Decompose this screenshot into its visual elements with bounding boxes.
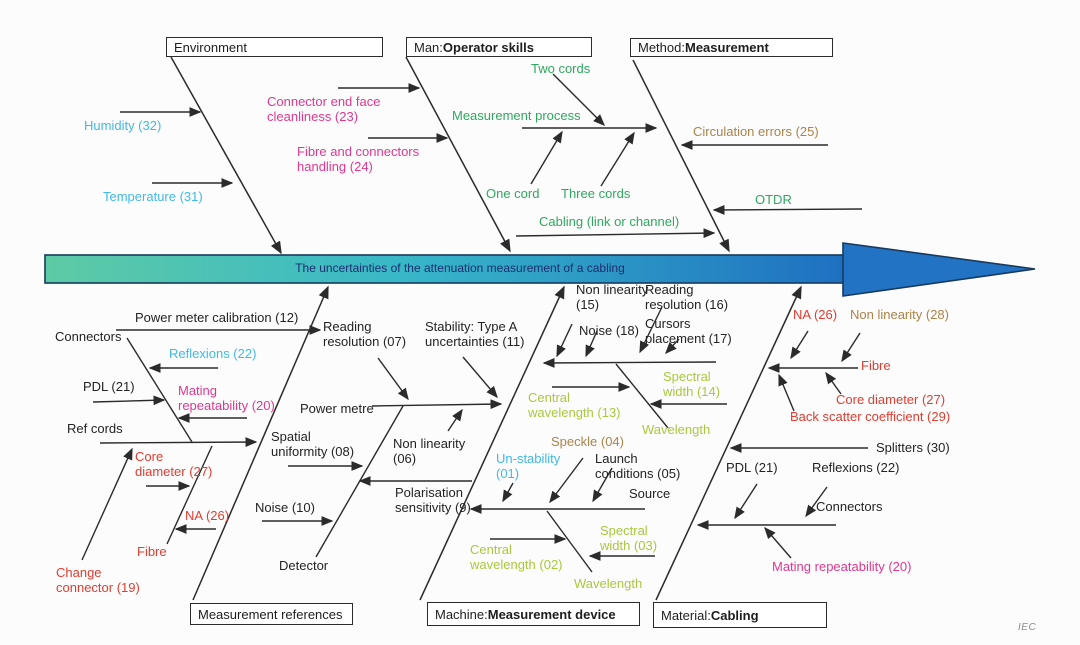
cause-label-reading-resolution-16: Reading resolution (16) (645, 282, 729, 312)
box-label: Machine: (435, 606, 488, 622)
cause-label-connectors-left: Connectors (55, 329, 122, 344)
cause-label-temperature: Temperature (31) (103, 189, 203, 204)
cause-label-wavelength-upper: Wavelength (642, 422, 711, 437)
box-label: Material: (661, 607, 711, 623)
cause-label-core-diameter-left: Core diameter (27) (135, 449, 213, 479)
cause-label-fibre-right: Fibre (861, 358, 891, 373)
cause-label-central-wavelength-13: Central wavelength (13) (528, 390, 621, 420)
cause-label-fibre-handling: Fibre and connectors handling (24) (297, 144, 420, 174)
cause-label-spectral-width-14: Spectral width (14) (663, 369, 721, 399)
measref-arrows (81, 325, 322, 561)
cause-label-one-cord: One cord (486, 186, 540, 201)
material-arrows (696, 330, 868, 559)
cause-label-power-meter-calibration: Power meter calibration (12) (135, 310, 299, 325)
cause-label-polarisation-9: Polarisation sensitivity (9) (395, 485, 471, 515)
cause-label-non-linearity-06: Non linearity (06) (393, 436, 466, 466)
cause-label-core-diameter-27: Core diameter (27) (836, 392, 946, 407)
cause-label-fibre-left: Fibre (137, 544, 167, 559)
man-arrows (515, 73, 716, 239)
cause-label-back-scatter-29: Back scatter coefficient (29) (790, 409, 951, 424)
cause-label-na-right: NA (26) (793, 307, 838, 322)
bone-material (655, 285, 802, 601)
cause-label-non-linearity-15: Non linearity (15) (576, 282, 649, 312)
bone-environment (170, 56, 282, 255)
cause-label-splitters-30: Splitters (30) (876, 440, 950, 455)
cause-label-mating-left: Mating repeatability (20) (178, 383, 275, 413)
iec-credit: IEC (1018, 622, 1037, 633)
bone-man (405, 56, 511, 253)
cause-label-spectral-width-03: Spectral width (03) (600, 523, 658, 553)
cause-label-na-left: NA (26) (185, 508, 230, 523)
cause-label-spatial-uniformity-08: Spatial uniformity (08) (271, 429, 355, 459)
box-label: Environment (174, 39, 247, 55)
cause-label-wavelength-lower: Wavelength (574, 576, 643, 591)
cause-label-mating-right: Mating repeatability (20) (772, 559, 912, 574)
cause-label-power-metre: Power metre (300, 401, 374, 416)
cause-label-measurement-process: Measurement process (452, 108, 581, 123)
cause-label-three-cords: Three cords (561, 186, 631, 201)
cause-label-central-wavelength-02: Central wavelength (02) (470, 542, 563, 572)
cause-label-ref-cords: Ref cords (67, 421, 123, 436)
category-box-material: Material: Cabling (653, 602, 827, 628)
cause-label-reading-resolution-07: Reading resolution (07) (323, 319, 407, 349)
cause-label-detector: Detector (279, 558, 329, 573)
cause-label-reflexions-left: Reflexions (22) (169, 346, 257, 361)
cause-label-cabling-link: Cabling (link or channel) (539, 214, 680, 229)
machine-powermetre-arrows (262, 356, 503, 558)
cause-label-speckle-04: Speckle (04) (551, 434, 624, 449)
category-box-measurement-references: Measurement references (190, 603, 353, 625)
cause-label-pdl-left: PDL (21) (83, 379, 135, 394)
category-box-man: Man: Operator skills (406, 37, 592, 57)
spine-arrow (44, 242, 1036, 297)
cause-label-otdr: OTDR (755, 192, 792, 207)
bone-method (632, 59, 730, 253)
cause-label-change-connector: Change connector (19) (56, 565, 140, 595)
machine-device-arrows (542, 306, 727, 429)
cause-label-connector-cleanliness: Connector end face cleanliness (23) (267, 94, 381, 124)
cause-label-two-cords: Two cords (531, 61, 591, 76)
cause-label-reflexions-right: Reflexions (22) (812, 460, 900, 475)
cause-label-non-linearity-28: Non linearity (28) (850, 307, 949, 322)
cause-label-launch-conditions-05: Launch conditions (05) (595, 451, 681, 481)
box-label: Measurement references (198, 606, 343, 622)
environment-arrows (120, 83, 449, 188)
box-label: Method: (638, 40, 685, 55)
cause-label-circulation-errors: Circulation errors (25) (693, 124, 819, 139)
cause-label-noise-18: Noise (18) (579, 323, 639, 338)
bone-measref (192, 285, 329, 601)
cause-label-cursors-placement-17: Cursors placement (17) (645, 316, 732, 346)
category-box-machine: Machine: Measurement device (427, 602, 640, 626)
spine-title: The uncertainties of the attenuation mea… (295, 261, 625, 275)
bone-machine (419, 285, 565, 601)
cause-label-source: Source (629, 486, 671, 501)
cause-label-connectors-right: Connectors (816, 499, 883, 514)
cause-label-noise-10: Noise (10) (255, 500, 315, 515)
cause-label-un-stability-01: Un-stability (01) (496, 451, 561, 481)
category-box-environment: Environment (166, 37, 383, 57)
machine-source-arrows (469, 457, 655, 573)
method-arrows (680, 140, 863, 215)
category-box-method: Method: Measurement (630, 38, 833, 57)
cause-label-humidity: Humidity (32) (84, 118, 162, 133)
cause-label-pdl-right: PDL (21) (726, 460, 778, 475)
box-label: Man: (414, 39, 443, 55)
